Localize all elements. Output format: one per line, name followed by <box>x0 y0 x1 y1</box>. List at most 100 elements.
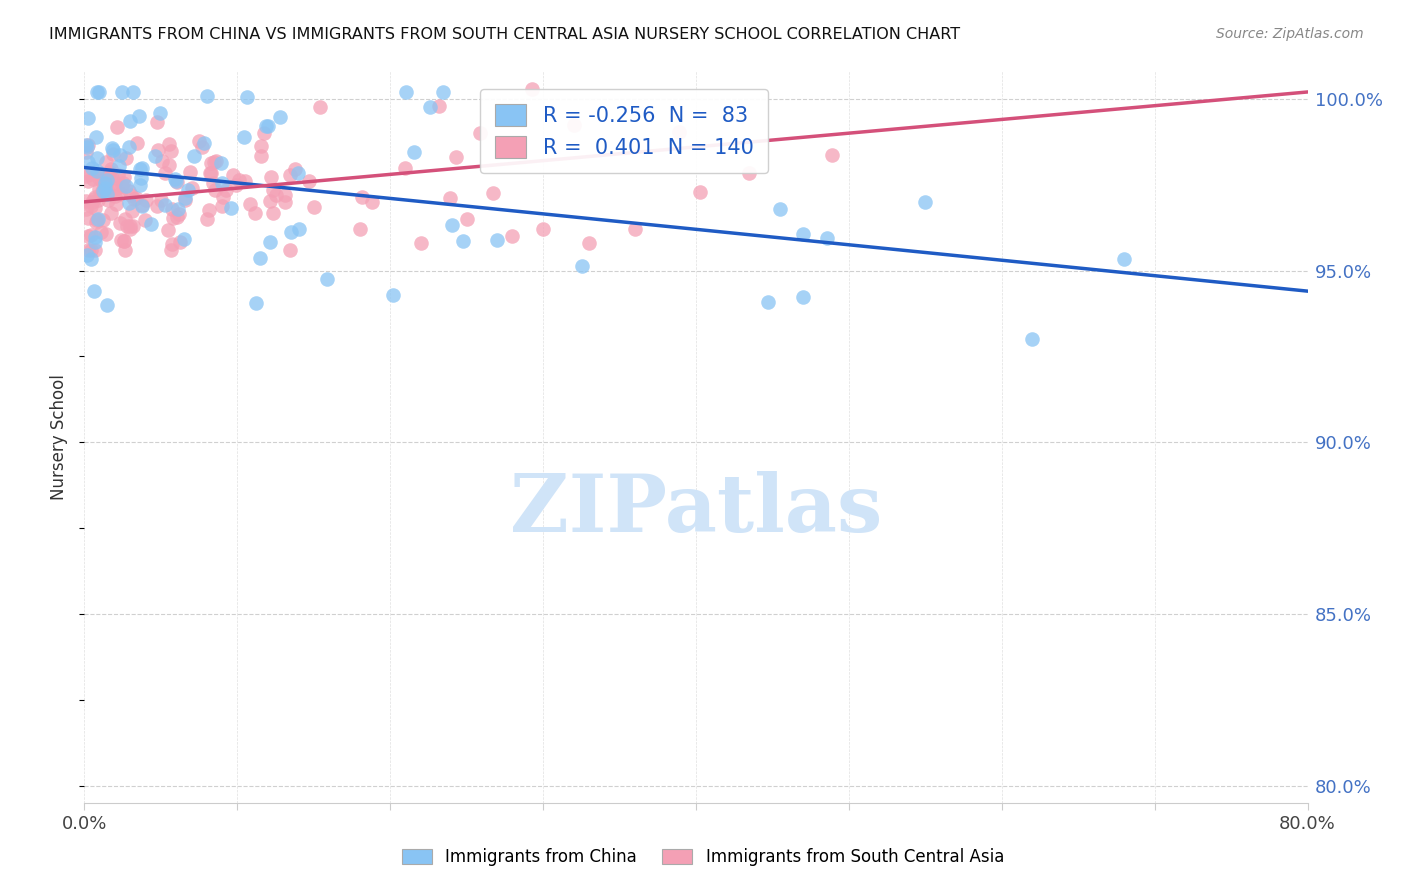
Text: ZIPatlas: ZIPatlas <box>510 471 882 549</box>
Point <box>75 169 97 183</box>
Point <box>668 125 690 139</box>
Point <box>395 85 418 99</box>
Point <box>108 216 131 230</box>
Point <box>262 206 284 220</box>
Point <box>146 144 169 158</box>
Point <box>129 178 152 192</box>
Point <box>153 166 176 180</box>
Point <box>409 235 432 250</box>
Point <box>118 184 141 198</box>
Point <box>257 119 280 133</box>
Point <box>114 211 136 226</box>
Point <box>249 139 271 153</box>
Point <box>118 140 141 154</box>
Point <box>404 145 426 159</box>
Point <box>118 219 141 233</box>
Point <box>80 243 103 257</box>
Text: Source: ZipAtlas.com: Source: ZipAtlas.com <box>1216 27 1364 41</box>
Point <box>129 162 152 177</box>
Point <box>792 227 814 241</box>
Point <box>232 130 254 145</box>
Point <box>105 120 128 134</box>
Point <box>100 161 122 176</box>
Point <box>204 183 226 197</box>
Point <box>215 183 238 197</box>
Point <box>118 221 141 235</box>
Point <box>104 176 127 190</box>
Point <box>624 222 647 236</box>
Point <box>689 185 711 199</box>
Point <box>86 85 108 99</box>
Point <box>90 184 112 198</box>
Point <box>129 170 152 185</box>
Point <box>198 202 221 217</box>
Point <box>792 290 814 304</box>
Legend: R = -0.256  N =  83, R =  0.401  N = 140: R = -0.256 N = 83, R = 0.401 N = 140 <box>479 89 768 173</box>
Point <box>108 187 131 202</box>
Point <box>209 155 232 169</box>
Point <box>75 145 97 160</box>
Point <box>254 119 277 133</box>
Point <box>77 155 100 169</box>
Point <box>162 211 184 226</box>
Point <box>125 136 148 150</box>
Point <box>243 206 266 220</box>
Point <box>758 295 780 310</box>
Point <box>101 141 124 155</box>
Point <box>79 167 101 181</box>
Point <box>110 85 132 99</box>
Point <box>114 243 136 257</box>
Point <box>146 199 169 213</box>
Point <box>562 118 585 132</box>
Y-axis label: Nursery School: Nursery School <box>51 374 69 500</box>
Point <box>315 271 337 285</box>
Point <box>914 195 936 210</box>
Point <box>104 188 127 202</box>
Point <box>108 148 131 162</box>
Point <box>80 227 103 242</box>
Point <box>156 222 179 236</box>
Point <box>439 191 461 205</box>
Point <box>111 176 134 190</box>
Point <box>165 174 187 188</box>
Point <box>169 235 191 249</box>
Point <box>87 85 110 99</box>
Point <box>253 126 276 140</box>
Text: IMMIGRANTS FROM CHINA VS IMMIGRANTS FROM SOUTH CENTRAL ASIA NURSERY SCHOOL CORRE: IMMIGRANTS FROM CHINA VS IMMIGRANTS FROM… <box>49 27 960 42</box>
Point <box>394 161 416 175</box>
Point <box>228 172 250 186</box>
Point <box>80 199 103 213</box>
Point <box>274 187 297 202</box>
Point <box>202 176 225 190</box>
Point <box>76 140 98 154</box>
Point <box>451 234 474 248</box>
Point <box>520 81 543 95</box>
Point <box>287 222 309 236</box>
Point <box>145 115 167 129</box>
Point <box>191 140 214 154</box>
Point <box>198 166 221 180</box>
Point <box>101 170 124 185</box>
Point <box>101 143 124 157</box>
Point <box>222 168 245 182</box>
Point <box>131 198 153 212</box>
Point <box>352 190 374 204</box>
Point <box>302 200 325 214</box>
Point <box>83 230 105 244</box>
Point <box>274 194 297 209</box>
Point <box>174 191 197 205</box>
Point <box>84 215 107 229</box>
Point <box>77 229 100 244</box>
Point <box>262 183 284 197</box>
Point <box>249 251 271 265</box>
Point <box>269 110 291 124</box>
Point <box>280 225 302 239</box>
Point <box>91 174 114 188</box>
Point <box>163 171 186 186</box>
Point <box>82 161 104 175</box>
Point <box>211 199 233 213</box>
Point <box>89 170 111 185</box>
Point <box>96 182 118 196</box>
Point <box>297 174 319 188</box>
Point <box>204 153 226 168</box>
